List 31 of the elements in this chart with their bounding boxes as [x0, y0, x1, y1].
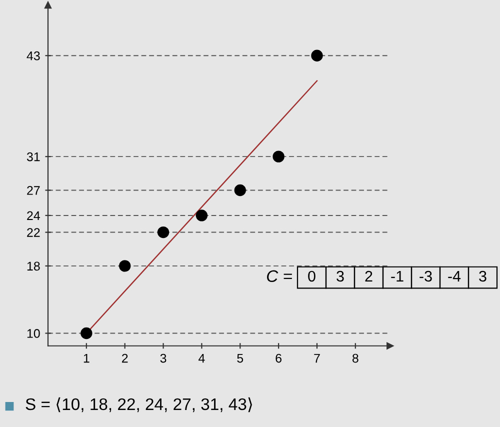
x-tick-label: 2	[122, 354, 128, 363]
x-tick-label: 4	[198, 354, 205, 363]
x-tick-label: 5	[237, 354, 244, 363]
annotation: 3	[336, 270, 344, 282]
x-tick-label: 3	[160, 354, 166, 363]
x-tick-label: 8	[352, 354, 358, 363]
point	[80, 327, 92, 340]
x-tick-label: 7	[314, 354, 320, 363]
text: -3	[420, 270, 432, 282]
y-tick-label: 24	[27, 211, 40, 220]
text: S = ⟨10, 18, 22, 24, 27, 31, 43⟩	[26, 397, 252, 412]
point	[311, 50, 323, 62]
y-tick-label: 43	[26, 51, 40, 60]
y-tick-label: 18	[27, 262, 40, 271]
x-tick-label: 1	[84, 354, 90, 363]
y-tick-label: 10	[27, 329, 40, 338]
y-tick-label: 27	[27, 186, 40, 195]
annotation: C =	[267, 270, 292, 282]
point	[119, 260, 131, 272]
point	[157, 226, 170, 238]
text: -1	[391, 270, 404, 282]
y-tick-label: 22	[27, 228, 40, 237]
text: -4	[448, 270, 461, 282]
annotation: 0	[308, 270, 316, 282]
y-tick-label: 31	[26, 152, 40, 162]
annotation: 2	[365, 270, 372, 282]
text: 3	[479, 270, 486, 282]
point	[234, 184, 246, 196]
point	[196, 210, 208, 222]
point	[272, 150, 284, 162]
x-tick-label: 6	[276, 354, 282, 363]
